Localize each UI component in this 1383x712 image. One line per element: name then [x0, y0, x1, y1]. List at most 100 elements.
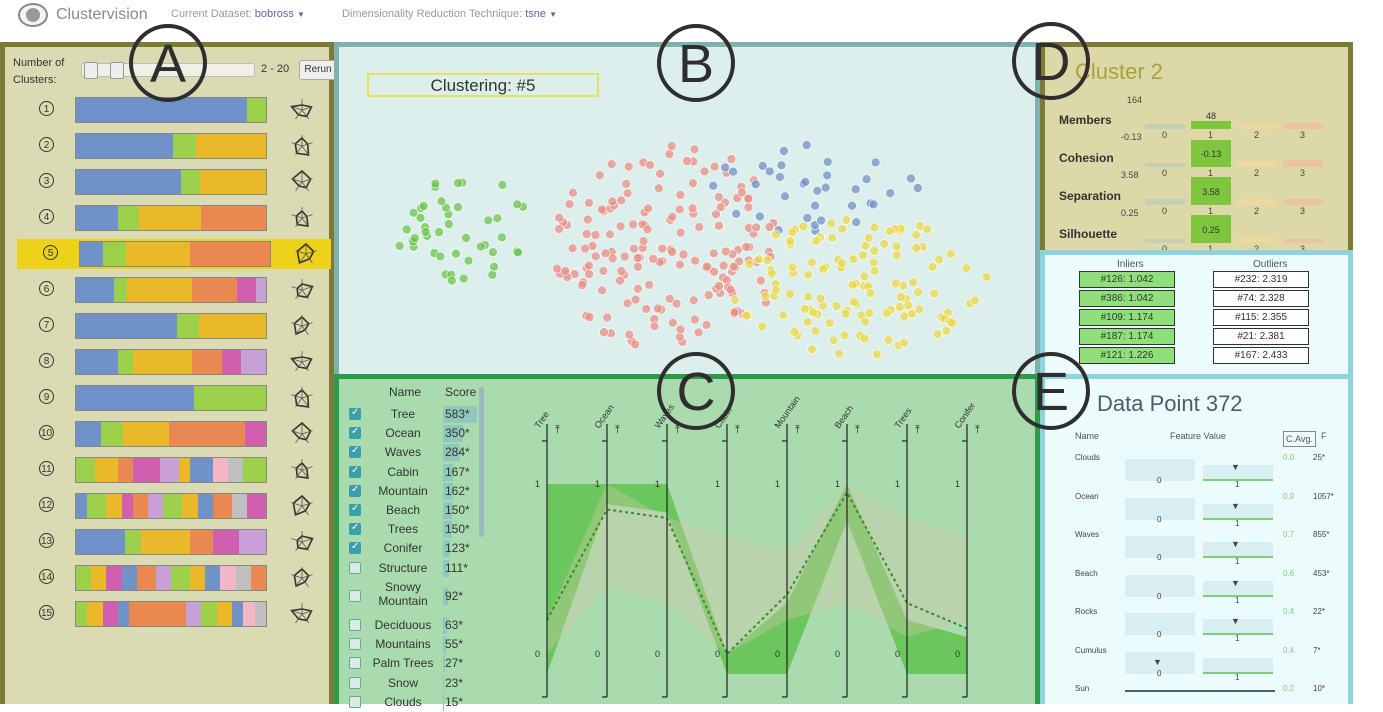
metric-bar[interactable] [1283, 239, 1323, 243]
data-point[interactable] [776, 160, 787, 171]
data-point[interactable] [693, 327, 704, 338]
data-point[interactable] [463, 255, 474, 266]
data-point[interactable] [513, 247, 523, 258]
data-point[interactable] [497, 180, 508, 190]
data-point[interactable] [810, 326, 821, 336]
dataset-selector[interactable]: Current Dataset: bobross ▼ [171, 8, 305, 20]
data-point[interactable] [757, 161, 768, 171]
data-point[interactable] [638, 236, 649, 246]
feature-checkbox[interactable] [349, 589, 361, 602]
data-point[interactable] [787, 262, 798, 273]
clustering-row[interactable]: 15 [13, 599, 327, 629]
data-point[interactable] [863, 233, 874, 243]
data-point[interactable] [961, 263, 972, 274]
data-point[interactable] [564, 199, 575, 209]
data-point[interactable] [751, 222, 762, 233]
data-point[interactable] [444, 219, 454, 229]
data-point[interactable] [649, 321, 660, 332]
data-point[interactable] [701, 320, 712, 330]
data-point[interactable] [932, 329, 943, 339]
outlier-cell[interactable]: #232: 2.319 [1213, 271, 1309, 288]
data-point[interactable] [851, 217, 862, 227]
data-point[interactable] [415, 213, 426, 223]
inlier-cell[interactable]: #109: 1.174 [1079, 309, 1175, 326]
cluster-size-bar[interactable] [75, 421, 267, 447]
data-point[interactable] [616, 195, 627, 206]
feature-row[interactable]: Tree 583* [345, 405, 481, 424]
data-point[interactable] [435, 251, 446, 262]
data-point[interactable] [408, 208, 419, 218]
metric-bar[interactable] [1283, 123, 1323, 129]
data-point[interactable] [623, 161, 634, 172]
data-point[interactable] [728, 166, 739, 177]
data-point[interactable] [653, 183, 664, 194]
data-point[interactable] [883, 334, 894, 345]
data-point[interactable] [800, 177, 811, 187]
data-point[interactable] [664, 294, 675, 304]
data-point[interactable] [891, 278, 901, 289]
data-point[interactable] [865, 288, 876, 298]
data-point[interactable] [848, 254, 859, 264]
data-point[interactable] [834, 348, 844, 359]
data-point[interactable] [644, 280, 655, 290]
data-point[interactable] [760, 291, 771, 301]
data-point[interactable] [554, 224, 564, 234]
data-point[interactable] [630, 294, 641, 305]
data-point[interactable] [816, 215, 826, 226]
data-point[interactable] [709, 267, 720, 277]
data-point[interactable] [839, 330, 850, 341]
data-point[interactable] [859, 333, 870, 344]
data-point[interactable] [430, 178, 441, 189]
data-point[interactable] [581, 229, 592, 239]
data-point[interactable] [667, 212, 678, 222]
data-point[interactable] [714, 281, 724, 291]
data-point[interactable] [981, 272, 992, 282]
feature-row[interactable]: Snowy Mountain 92* [345, 578, 481, 616]
sort-arrow-icon[interactable]: ⤒ [915, 423, 920, 436]
data-point[interactable] [567, 243, 578, 254]
data-point[interactable] [633, 284, 643, 294]
inlier-cell[interactable]: #386: 1.042 [1079, 290, 1175, 307]
data-point[interactable] [861, 174, 872, 184]
data-point[interactable] [911, 243, 922, 253]
data-point[interactable] [487, 270, 498, 280]
data-point[interactable] [560, 266, 571, 276]
data-point[interactable] [891, 250, 902, 260]
data-point[interactable] [708, 181, 719, 191]
data-point[interactable] [847, 200, 857, 211]
data-point[interactable] [453, 202, 463, 212]
clustering-row[interactable]: 6 [13, 275, 327, 305]
data-point[interactable] [709, 161, 720, 172]
data-point[interactable] [622, 188, 633, 199]
data-point[interactable] [912, 183, 923, 193]
cluster-size-bar[interactable] [75, 493, 267, 519]
feature-checkbox[interactable] [349, 484, 361, 497]
data-point[interactable] [785, 236, 796, 246]
data-point[interactable] [713, 192, 724, 202]
clustering-row[interactable]: 10 [13, 419, 327, 449]
data-point[interactable] [629, 243, 639, 254]
dataset-value[interactable]: bobross [254, 8, 294, 20]
data-point[interactable] [458, 273, 469, 284]
data-point[interactable] [775, 172, 785, 182]
cluster-size-bar[interactable] [75, 349, 267, 375]
data-point[interactable] [914, 304, 925, 315]
data-point[interactable] [799, 303, 810, 314]
data-point[interactable] [730, 295, 740, 305]
data-point[interactable] [741, 242, 752, 252]
cluster-size-bar[interactable] [75, 205, 267, 231]
clustering-row[interactable]: 13 [13, 527, 327, 557]
data-point[interactable] [729, 307, 740, 318]
data-point[interactable] [492, 213, 503, 224]
data-point[interactable] [894, 302, 905, 312]
data-point[interactable] [401, 224, 412, 235]
metric-bar[interactable] [1237, 199, 1277, 205]
data-point[interactable] [828, 335, 839, 346]
sort-arrow-icon[interactable]: ⤒ [735, 423, 740, 436]
data-point[interactable] [410, 233, 420, 243]
feature-checkbox[interactable] [349, 445, 361, 459]
data-point[interactable] [850, 184, 861, 194]
data-point[interactable] [927, 262, 938, 272]
data-point[interactable] [824, 318, 835, 328]
data-point[interactable] [808, 307, 819, 318]
